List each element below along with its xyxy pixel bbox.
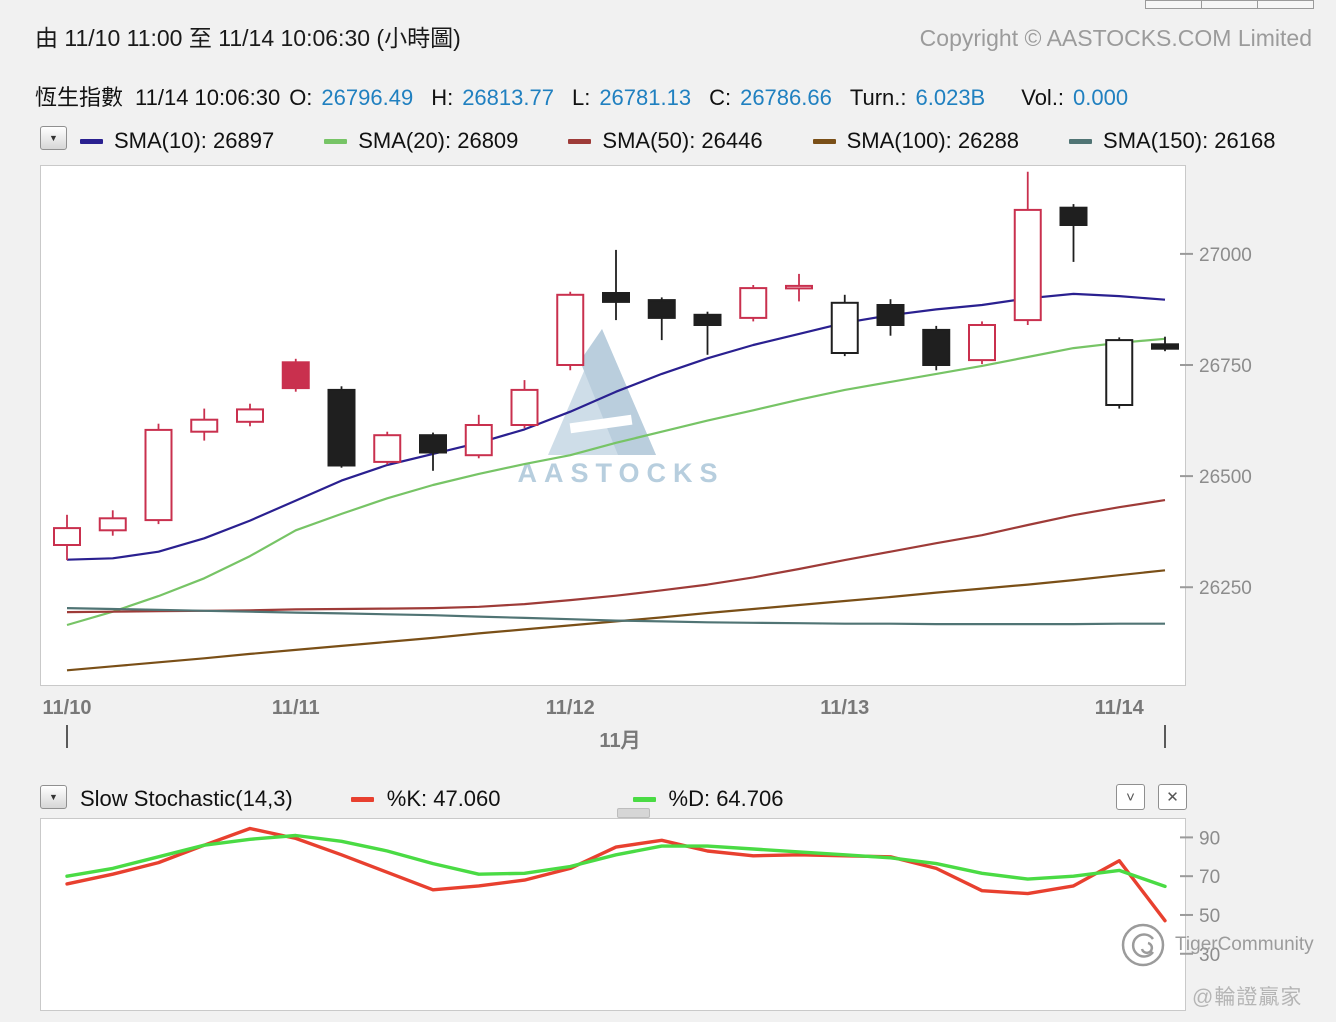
header-row: 由 11/10 11:00 至 11/14 10:06:30 (小時圖) Cop… [35,19,1312,53]
stochastic-k-label: %K: 47.060 [386,786,501,811]
stochastic-k-color-dash-icon [350,796,374,802]
stochastic-d-color-dash-icon [632,796,656,802]
sma50-legend-item[interactable]: SMA(50): 26446 [568,128,763,154]
stochastic-plot-area[interactable] [40,818,1186,1011]
main-chart-plot-area[interactable] [40,165,1186,686]
y-axis-label: 26250 [1199,578,1252,599]
sma-legend-row: SMA(10): 26897 SMA(20): 26809 SMA(50): 2… [80,128,1275,154]
turnover-value: 6.023B [915,85,986,110]
sma50-color-dash-icon [568,138,592,144]
sma100-legend-label: SMA(100): 26288 [846,128,1020,153]
quote-datetime: 11/14 10:06:30 [135,85,281,110]
sma-settings-dropdown-button[interactable]: ▼ [40,126,67,150]
toolbar-cell[interactable] [1257,0,1314,9]
sma50-legend-label: SMA(50): 26446 [602,128,763,153]
panel-resize-handle[interactable] [617,808,650,818]
sma150-color-dash-icon [1069,138,1093,144]
x-axis-label: 11/14 [1095,697,1145,719]
high-label: H: [431,85,454,110]
tiger-community-text: TigerCommunity [1175,934,1314,955]
low-label: L: [571,85,591,110]
toolbar-cell[interactable] [1201,0,1258,9]
x-axis-month-label: 11月 [599,730,640,752]
y-axis-label: 27000 [1199,245,1252,266]
sma10-color-dash-icon [80,138,103,144]
sma10-legend-item[interactable]: SMA(10): 26897 [80,128,274,154]
volume-value: 0.000 [1073,85,1129,110]
index-name: 恆生指數 [35,85,124,110]
close-value: 26786.66 [740,85,832,110]
sma20-legend-item[interactable]: SMA(20): 26809 [324,128,518,154]
y-axis-label: 70 [1199,867,1220,888]
x-axis-label: 11/12 [546,697,595,719]
x-axis-label: 11/13 [820,697,869,719]
date-range-label: 由 11/10 11:00 至 11/14 10:06:30 (小時圖) [35,25,461,51]
toolbar-cell[interactable] [1145,0,1202,9]
close-label: C: [709,85,732,110]
turnover-label: Turn.: [849,85,907,110]
tiger-logo-icon [1121,923,1165,967]
stochastic-settings-dropdown-button[interactable]: ▼ [40,785,67,809]
x-axis-label: 11/11 [272,697,320,719]
x-axis-label: 11/10 [43,697,92,719]
volume-label: Vol.: [1021,85,1065,110]
sma150-legend-label: SMA(150): 26168 [1103,128,1276,153]
y-axis-label: 26750 [1199,356,1252,377]
sma100-color-dash-icon [812,138,836,144]
y-axis-label: 26500 [1199,467,1252,488]
open-value: 26796.49 [321,85,414,110]
copyright-label: Copyright © AASTOCKS.COM Limited [919,25,1312,51]
stochastic-d-label: %D: 64.706 [668,786,784,811]
sma10-legend-label: SMA(10): 26897 [114,128,275,153]
close-panel-button[interactable]: ✕ [1158,784,1187,810]
clipped-top-toolbar[interactable] [1145,0,1314,9]
collapse-panel-button[interactable]: ˅ [1116,784,1145,810]
low-value: 26781.13 [599,85,692,110]
high-value: 26813.77 [462,85,554,110]
tiger-handle-watermark: @輪證贏家 [1192,986,1303,1009]
sma150-legend-item[interactable]: SMA(150): 26168 [1069,128,1275,154]
tiger-community-watermark: TigerCommunity [1120,922,1314,968]
sma20-color-dash-icon [324,138,348,144]
sma100-legend-item[interactable]: SMA(100): 26288 [812,128,1020,154]
stochastic-legend-row: Slow Stochastic(14,3) %K: 47.060 %D: 64.… [80,786,783,812]
sma20-legend-label: SMA(20): 26809 [358,128,519,153]
y-axis-label: 90 [1199,828,1220,849]
stochastic-title: Slow Stochastic(14,3) [80,786,293,811]
quote-info-row: 恆生指數 11/14 10:06:30 O: 26796.49 H: 26813… [35,80,1137,112]
open-label: O: [289,85,313,110]
